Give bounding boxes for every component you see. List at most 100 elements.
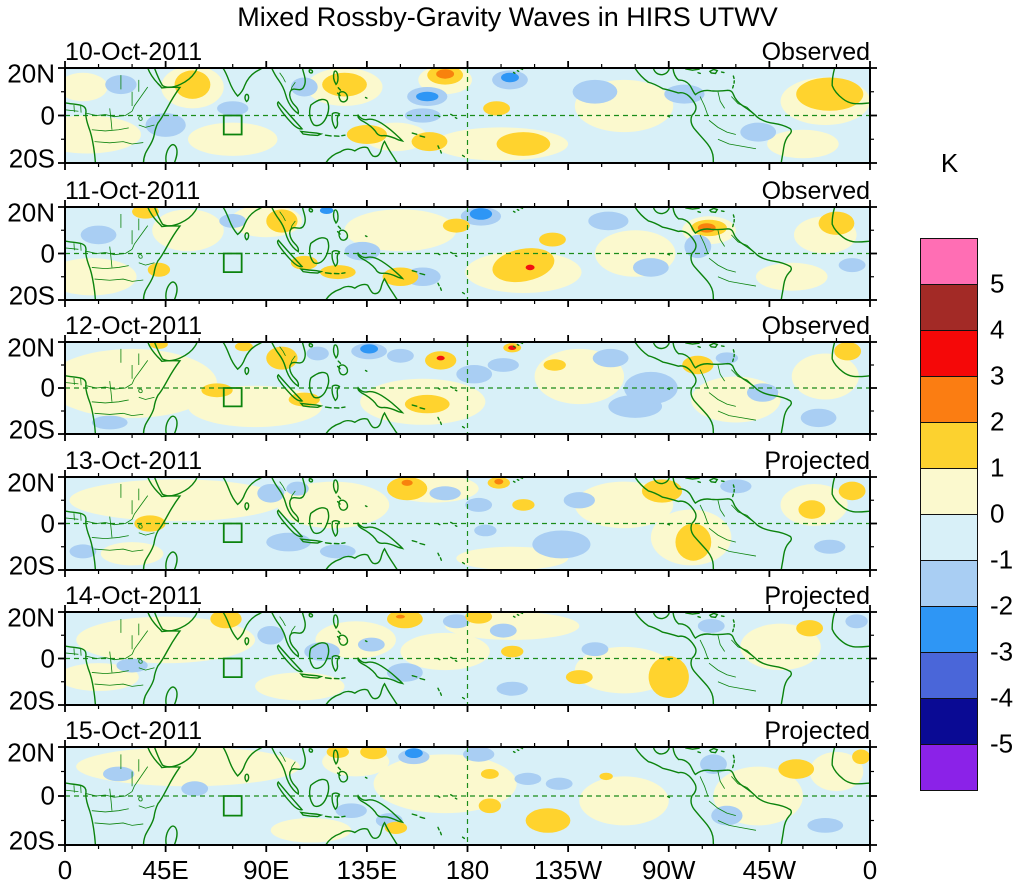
- coastline-path: [358, 796, 402, 822]
- anomaly-blob: [469, 208, 493, 220]
- anomaly-blob: [778, 759, 815, 779]
- coastline-path: [154, 207, 197, 226]
- coastline-path: [339, 772, 348, 782]
- coastline-path: [358, 523, 402, 548]
- colorbar-tick-label: -2: [990, 590, 1014, 621]
- anomaly-blob: [210, 612, 242, 629]
- country-border: [110, 517, 112, 538]
- map-panel-svg: [58, 740, 877, 852]
- anomaly-blob: [543, 359, 566, 371]
- anomaly-blob: [429, 486, 461, 501]
- anomaly-blob: [463, 747, 495, 762]
- country-border: [709, 528, 736, 542]
- coastline-path: [301, 674, 321, 678]
- coastline-path: [166, 687, 177, 705]
- panel-status: Observed: [761, 177, 870, 205]
- coastline-path: [326, 684, 398, 705]
- coastline-path: [65, 646, 95, 705]
- country-border: [132, 496, 148, 520]
- anomaly-blob: [387, 663, 423, 682]
- anomaly-blob: [181, 781, 209, 796]
- anomaly-blob: [174, 70, 211, 99]
- study-region-box: [224, 524, 242, 543]
- anomaly-blob: [270, 818, 352, 843]
- anomaly-blob: [796, 77, 864, 111]
- panel-date: 11-Oct-2011: [65, 177, 201, 205]
- coastline-path: [635, 747, 713, 845]
- anomaly-blob: [442, 218, 470, 233]
- anomaly-blob: [456, 365, 493, 384]
- map-panel-svg: [58, 200, 877, 307]
- country-border: [95, 413, 144, 415]
- anomaly-blob: [664, 84, 705, 104]
- coastline-path: [358, 253, 402, 278]
- anomaly-blob: [579, 776, 669, 826]
- anomaly-blob: [116, 658, 148, 673]
- anomaly-blob: [501, 645, 524, 658]
- coastline-path: [332, 793, 339, 809]
- coastline-path: [301, 403, 321, 407]
- coastline-path: [310, 238, 329, 264]
- country-border: [139, 668, 155, 670]
- y-tick-label: 0: [40, 643, 55, 673]
- colorbar-tick-label: 2: [990, 406, 1005, 437]
- colorbar-tick-label: -3: [990, 636, 1014, 667]
- anomaly-blob: [436, 355, 445, 361]
- anomaly-blob: [496, 681, 528, 696]
- country-border: [718, 635, 725, 651]
- panel-frame: [64, 67, 871, 164]
- coastline-path: [366, 748, 670, 799]
- colorbar-tick-label: -4: [990, 682, 1014, 713]
- country-border: [121, 214, 139, 244]
- map-content: [65, 342, 870, 434]
- coastline-path: [65, 511, 95, 570]
- country-border: [95, 549, 144, 551]
- anomaly-blob: [632, 258, 669, 277]
- anomaly-blob: [401, 479, 413, 486]
- anomaly-blob: [496, 132, 551, 156]
- panel-date: 15-Oct-2011: [65, 717, 203, 745]
- country-border: [92, 128, 129, 131]
- y-tick-label: 0: [40, 508, 55, 538]
- coastline-path: [334, 615, 338, 628]
- x-tick-label: 0: [862, 855, 878, 885]
- anomaly-blob: [319, 265, 356, 280]
- anomaly-blob: [641, 479, 683, 503]
- colorbar-cell: [920, 422, 978, 469]
- y-tick-label: 0: [40, 100, 55, 130]
- country-border: [700, 370, 708, 388]
- coastline-path: [339, 92, 348, 102]
- country-border: [139, 255, 142, 259]
- coastline-path: [832, 747, 870, 784]
- coastline-path: [166, 826, 177, 845]
- country-border: [718, 230, 725, 246]
- panel-status: Projected: [764, 582, 870, 610]
- coastline-path: [301, 812, 321, 816]
- coastline-path: [832, 68, 870, 104]
- coastline-path: [412, 133, 464, 157]
- coastline-path: [223, 342, 262, 369]
- panel-date: 13-Oct-2011: [65, 447, 203, 475]
- coastline-path: [143, 68, 179, 163]
- coastline-path: [301, 539, 321, 543]
- colorbar-tick-label: 0: [990, 498, 1005, 529]
- anomaly-blob: [525, 808, 571, 833]
- colorbar-tick-label: 5: [990, 268, 1005, 299]
- coastline-path: [166, 552, 177, 570]
- coastline-path: [332, 656, 339, 671]
- anomaly-blob: [69, 544, 97, 559]
- anomaly-blob: [319, 544, 356, 559]
- map-panel-svg: [58, 470, 877, 577]
- anomaly-blob: [588, 211, 629, 231]
- anomaly-blob: [145, 113, 186, 137]
- country-border: [700, 776, 708, 796]
- panel-status: Projected: [764, 717, 870, 745]
- coastline-path: [309, 70, 312, 73]
- panel-status: Observed: [761, 38, 870, 66]
- x-tick-label: 90W: [642, 855, 696, 885]
- anomaly-blob: [266, 209, 298, 233]
- anomaly-blob: [838, 258, 866, 273]
- anomaly-blob: [711, 805, 743, 826]
- coastline-path: [310, 779, 329, 806]
